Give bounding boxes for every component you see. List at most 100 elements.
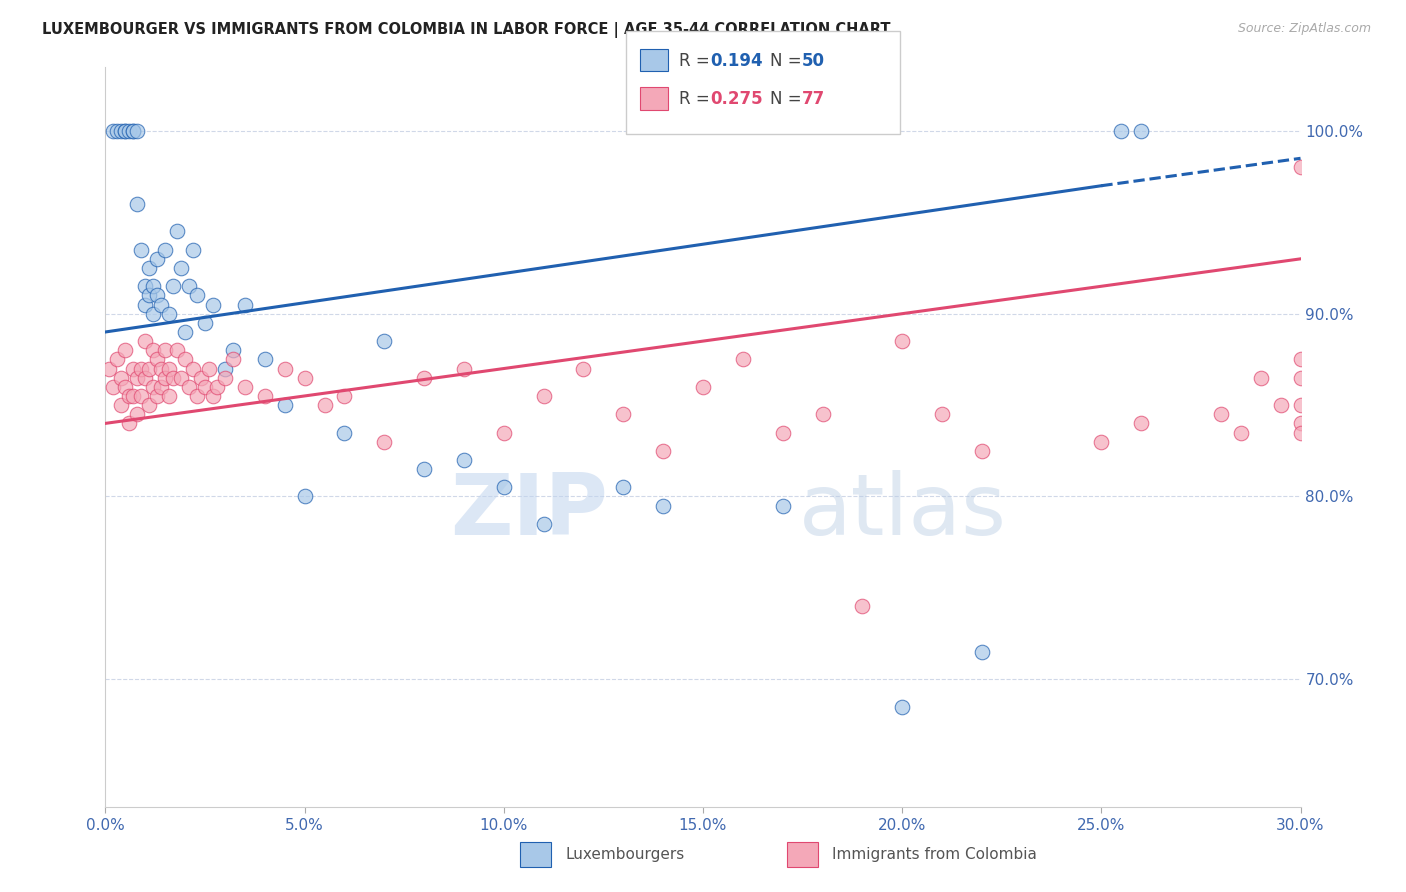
Point	[153, 243, 177, 257]
Point	[851, 599, 873, 614]
Point	[153, 370, 177, 384]
Point	[198, 361, 221, 376]
Point	[1289, 425, 1312, 440]
Point	[153, 343, 177, 358]
Point	[652, 443, 675, 458]
Point	[142, 307, 165, 321]
Point	[253, 389, 276, 403]
Point	[222, 343, 245, 358]
Point	[1090, 434, 1112, 449]
Point	[333, 425, 356, 440]
Point	[122, 361, 145, 376]
Point	[652, 499, 675, 513]
Point	[1270, 398, 1292, 412]
Point	[294, 490, 316, 504]
Point	[146, 252, 169, 266]
Text: Source: ZipAtlas.com: Source: ZipAtlas.com	[1237, 22, 1371, 36]
Point	[294, 370, 316, 384]
Point	[612, 407, 634, 421]
Point	[453, 453, 475, 467]
Point	[150, 380, 173, 394]
Point	[891, 334, 914, 348]
Point	[222, 352, 245, 367]
Point	[142, 380, 165, 394]
Point	[118, 124, 141, 138]
Point	[162, 370, 184, 384]
Point	[811, 407, 834, 421]
Point	[110, 370, 132, 384]
Point	[146, 389, 169, 403]
Text: atlas: atlas	[799, 469, 1007, 553]
Point	[110, 398, 132, 412]
Text: Luxembourgers: Luxembourgers	[565, 847, 685, 862]
Point	[333, 389, 356, 403]
Point	[146, 352, 169, 367]
Point	[202, 297, 225, 311]
Point	[373, 434, 395, 449]
Point	[122, 124, 145, 138]
Text: 0.275: 0.275	[710, 90, 762, 108]
Point	[1289, 161, 1312, 175]
Point	[150, 361, 173, 376]
Point	[1130, 124, 1153, 138]
Point	[1130, 417, 1153, 431]
Point	[492, 425, 515, 440]
Point	[931, 407, 953, 421]
Point	[118, 417, 141, 431]
Point	[492, 480, 515, 494]
Point	[110, 124, 132, 138]
Point	[127, 124, 149, 138]
Point	[970, 645, 993, 659]
Point	[157, 307, 180, 321]
Point	[177, 380, 201, 394]
Text: N =: N =	[770, 52, 807, 70]
Point	[1289, 398, 1312, 412]
Text: LUXEMBOURGER VS IMMIGRANTS FROM COLOMBIA IN LABOR FORCE | AGE 35-44 CORRELATION : LUXEMBOURGER VS IMMIGRANTS FROM COLOMBIA…	[42, 22, 890, 38]
Point	[1209, 407, 1232, 421]
Point	[142, 279, 165, 293]
Point	[194, 316, 217, 330]
Point	[273, 361, 295, 376]
Point	[103, 380, 125, 394]
Point	[314, 398, 336, 412]
Point	[177, 279, 201, 293]
Point	[1289, 417, 1312, 431]
Point	[170, 260, 193, 275]
Point	[170, 370, 193, 384]
Point	[118, 389, 141, 403]
Point	[146, 288, 169, 302]
Point	[772, 425, 794, 440]
Point	[692, 380, 714, 394]
Point	[533, 389, 555, 403]
Text: ZIP: ZIP	[450, 469, 607, 553]
Point	[122, 124, 145, 138]
Point	[138, 288, 160, 302]
Point	[103, 124, 125, 138]
Point	[413, 462, 436, 476]
Point	[233, 297, 256, 311]
Text: Immigrants from Colombia: Immigrants from Colombia	[832, 847, 1038, 862]
Point	[138, 260, 160, 275]
Point	[157, 389, 180, 403]
Point	[233, 380, 256, 394]
Point	[1250, 370, 1272, 384]
Point	[174, 325, 197, 339]
Point	[127, 407, 149, 421]
Text: 77: 77	[801, 90, 825, 108]
Point	[129, 243, 153, 257]
Point	[970, 443, 993, 458]
Point	[1289, 370, 1312, 384]
Point	[186, 389, 208, 403]
Point	[186, 288, 208, 302]
Point	[129, 361, 153, 376]
Point	[731, 352, 754, 367]
Text: 0.194: 0.194	[710, 52, 762, 70]
Point	[214, 370, 236, 384]
Point	[205, 380, 228, 394]
Point	[413, 370, 436, 384]
Point	[772, 499, 794, 513]
Point	[181, 243, 204, 257]
Point	[190, 370, 212, 384]
Point	[572, 361, 595, 376]
Point	[134, 279, 156, 293]
